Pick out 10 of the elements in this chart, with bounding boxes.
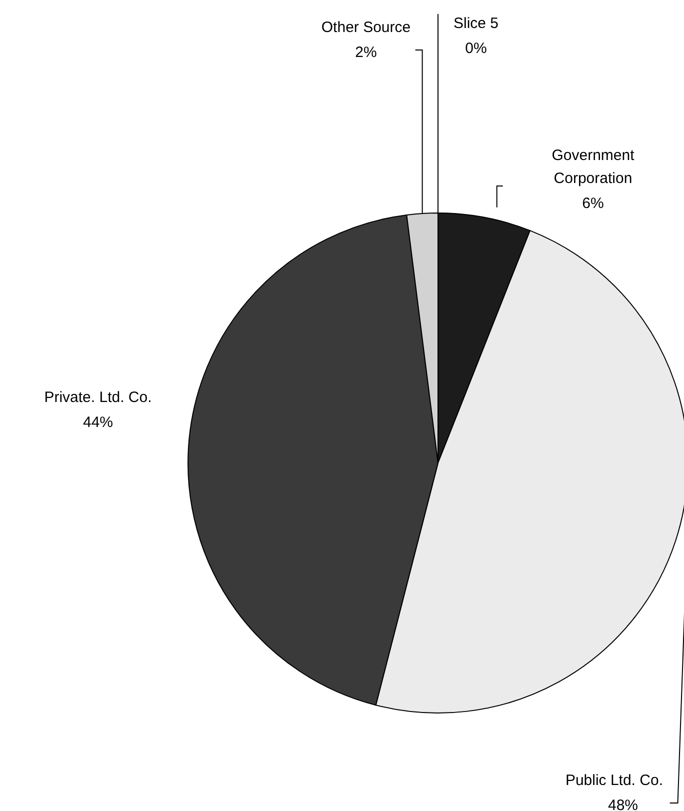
slice-label: Other Source: [321, 19, 411, 36]
slice-label: Government Corporation: [552, 147, 636, 187]
category-label: Slice 5: [453, 15, 499, 32]
data-label: 6%: [582, 195, 604, 212]
data-label: 2%: [355, 44, 377, 61]
slice-label: Private. Ltd. Co.: [44, 389, 152, 406]
data-label: 48%: [608, 797, 638, 811]
text: 0%: [465, 40, 487, 57]
slice-label: Public Ltd. Co.: [565, 772, 663, 789]
data-label: 44%: [82, 414, 114, 431]
